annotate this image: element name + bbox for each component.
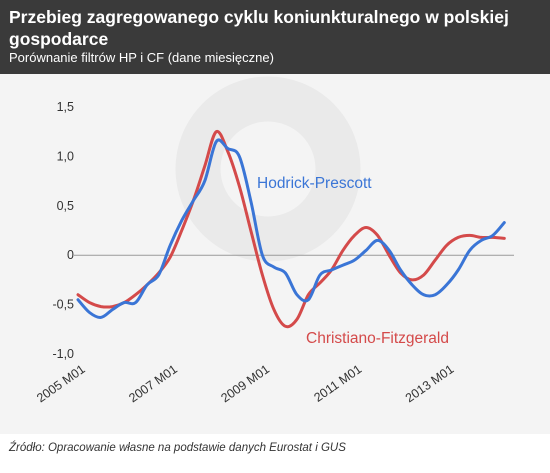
y-tick-label: 0 <box>67 248 74 262</box>
y-tick-label: 1,5 <box>57 100 74 114</box>
x-tick-label: 2013 M01 <box>403 362 457 405</box>
y-tick-label: 0,5 <box>57 199 74 213</box>
plot-area: -1,0 -0,5 0 0,5 1,0 1,5 2005 M01 2007 M01 2009 M… <box>0 74 550 434</box>
watermark-logo <box>175 76 361 262</box>
series-line-hodrick-prescott <box>76 138 506 319</box>
chart-subtitle: Porównanie filtrów HP i CF (dane miesięc… <box>9 50 274 65</box>
chart-header: Przebieg zagregowanego cyklu koniunktura… <box>0 0 550 74</box>
y-tick-label: 1,0 <box>57 149 74 163</box>
y-tick-label: -0,5 <box>52 298 74 312</box>
series-label-christiano-fitzgerald: Christiano-Fitzgerald <box>306 330 449 347</box>
y-tick-label: -1,0 <box>52 347 74 361</box>
x-tick-label: 2007 M01 <box>126 362 180 405</box>
series-layer <box>76 129 506 329</box>
chart-title: Przebieg zagregowanego cyklu koniunktura… <box>9 7 509 49</box>
x-tick-label: 2009 M01 <box>218 362 272 405</box>
series-label-hodrick-prescott: Hodrick-Prescott <box>257 175 372 192</box>
x-tick-label: 2011 M01 <box>311 362 364 405</box>
line-chart: -1,0 -0,5 0 0,5 1,0 1,5 2005 M01 2007 M01 2009 M… <box>34 76 514 405</box>
source-note: Źródło: Opracowanie własne na podstawie … <box>9 442 346 454</box>
x-tick-label: 2005 M01 <box>34 362 88 405</box>
